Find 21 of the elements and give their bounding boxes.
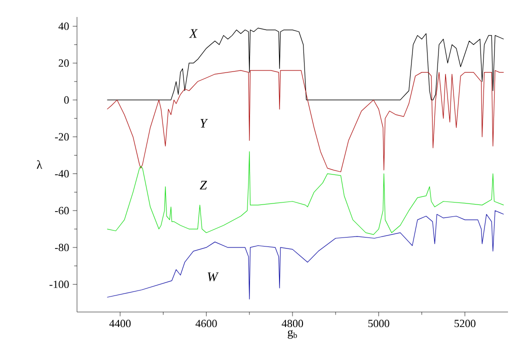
x-tick-label: 5000 (368, 320, 390, 328)
y-tick-label: -80 (55, 244, 69, 252)
y-tick-label: -100 (50, 280, 69, 288)
text: Y (200, 118, 208, 128)
y-tick-label: -60 (55, 206, 69, 214)
y-tick-label: -20 (55, 133, 69, 141)
series-label: W (208, 272, 219, 282)
x-tick-label: 4600 (196, 320, 217, 328)
line-series (106, 151, 504, 235)
series-label: X (188, 29, 198, 38)
y-tick-label: -40 (55, 170, 69, 178)
y-tick-label: 0 (64, 96, 69, 104)
x-tick-label: 4800 (282, 320, 304, 328)
y-tick-label: 40 (58, 22, 69, 30)
line-series (106, 210, 504, 300)
y-tick-label: 20 (58, 59, 69, 67)
x-axis-title: g$_{b}$ (288, 330, 297, 339)
series-label: Z (200, 180, 207, 190)
y-axis-title: λ (36, 160, 42, 169)
x-tick-label: 4400 (109, 320, 131, 328)
x-tick-label: 5200 (454, 320, 476, 328)
